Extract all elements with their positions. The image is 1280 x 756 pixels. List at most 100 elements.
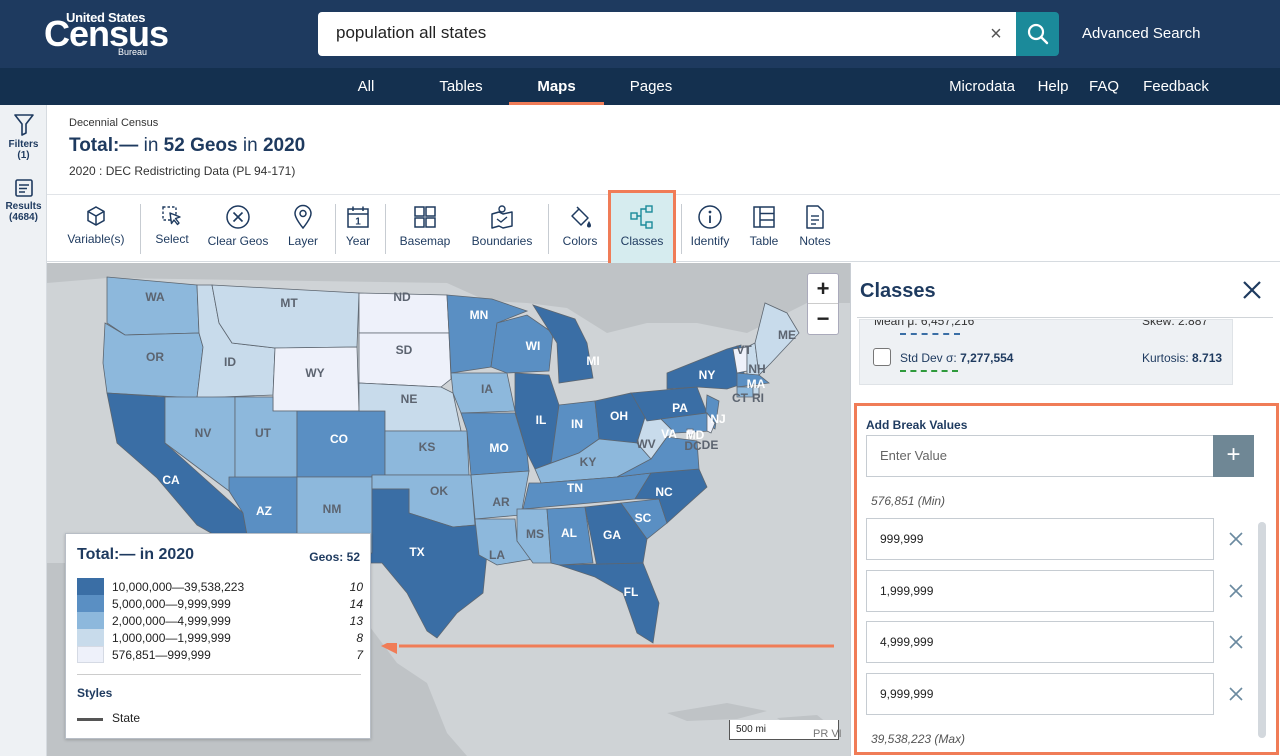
clear-search-icon[interactable]: × xyxy=(990,23,1002,45)
state-de[interactable] xyxy=(706,411,716,434)
variables-button[interactable]: Variable(s) xyxy=(63,204,129,254)
state-label-oh: OH xyxy=(610,409,628,423)
state-label-ks: KS xyxy=(419,440,436,454)
state-mi[interactable] xyxy=(532,304,594,384)
statistics-box: Mean μ: 6,457,216 Skew: 2.887 Std Dev σ:… xyxy=(859,319,1233,385)
state-label-in: IN xyxy=(571,417,583,431)
breadcrumb: Decennial Census xyxy=(69,117,159,129)
search-icon xyxy=(1027,23,1049,45)
close-icon[interactable] xyxy=(1241,279,1263,301)
state-ma[interactable] xyxy=(736,372,770,388)
tab-all[interactable]: All xyxy=(357,78,375,95)
remove-break-icon[interactable] xyxy=(1227,685,1245,703)
state-fl[interactable] xyxy=(558,562,660,644)
state-wa[interactable] xyxy=(106,276,200,336)
filters-button[interactable]: Filters (1) xyxy=(0,113,47,161)
state-dc[interactable] xyxy=(686,428,694,436)
search-button[interactable] xyxy=(1016,12,1059,56)
state-labels: WA OR CA ID NV MT WY UT AZ CO NM ND SD NE KS OK TX MN IA MO… xyxy=(145,290,796,599)
state-label-me: ME xyxy=(778,328,796,342)
layer-button[interactable]: Layer xyxy=(281,204,325,254)
variables-label: Variable(s) xyxy=(67,232,125,246)
map-canvas[interactable]: WA OR CA ID NV MT WY UT AZ CO NM ND SD NE KS OK TX MN IA MO… xyxy=(47,263,850,756)
remove-break-icon[interactable] xyxy=(1227,633,1245,651)
state-shapes[interactable] xyxy=(102,276,800,644)
state-ms[interactable] xyxy=(516,508,552,564)
search-input[interactable] xyxy=(336,23,976,43)
panel-scrollbar[interactable] xyxy=(1258,522,1266,738)
dataset-subtitle[interactable]: 2020 : DEC Redistricting Data (PL 94-171… xyxy=(69,164,296,178)
add-break-button[interactable]: + xyxy=(1213,435,1254,477)
results-icon xyxy=(14,179,33,197)
tab-maps[interactable]: Maps xyxy=(509,68,604,105)
break-value-input[interactable] xyxy=(880,448,1180,463)
top-header: United States Census Bureau × Advanced S… xyxy=(0,0,1280,68)
legend-swatch xyxy=(77,646,104,663)
panel-divider xyxy=(857,317,1273,318)
remove-break-icon[interactable] xyxy=(1227,530,1245,548)
clear-geos-button[interactable]: Clear Geos xyxy=(205,204,271,254)
state-ny[interactable] xyxy=(666,344,746,390)
state-ia[interactable] xyxy=(450,372,516,414)
zoom-in-button[interactable]: + xyxy=(808,274,838,304)
state-ct[interactable] xyxy=(736,386,754,398)
toolbar-divider xyxy=(335,204,336,254)
tab-pages[interactable]: Pages xyxy=(629,78,673,95)
year-button[interactable]: 1 Year xyxy=(339,204,377,254)
identify-button[interactable]: Identify xyxy=(685,204,735,254)
left-rail: Filters (1) Results (4684) xyxy=(0,105,47,756)
classes-button[interactable]: Classes xyxy=(608,190,676,266)
state-al[interactable] xyxy=(546,506,594,566)
state-ri[interactable] xyxy=(752,386,760,396)
state-me[interactable] xyxy=(754,302,800,376)
legend-state-label: State xyxy=(112,711,141,725)
legend-swatch xyxy=(77,629,104,646)
state-ga[interactable] xyxy=(584,502,648,568)
results-button[interactable]: Results (4684) xyxy=(0,177,47,223)
colors-button[interactable]: Colors xyxy=(556,204,604,254)
break-max-label: 39,538,223 (Max) xyxy=(871,732,966,746)
select-button[interactable]: Select xyxy=(149,204,195,254)
us-choropleth-map[interactable]: WA OR CA ID NV MT WY UT AZ CO NM ND SD NE KS OK TX MN IA MO… xyxy=(47,263,850,756)
scrollbar-thumb[interactable] xyxy=(1258,522,1266,738)
state-label-ny: NY xyxy=(699,368,716,382)
clear-circle-icon xyxy=(226,205,250,229)
nav-feedback[interactable]: Feedback xyxy=(1143,78,1209,95)
table-icon xyxy=(753,206,775,228)
advanced-search-link[interactable]: Advanced Search xyxy=(1082,25,1201,42)
state-label-ri: RI xyxy=(752,391,764,405)
toolbar-divider xyxy=(548,204,549,254)
state-label-nd: ND xyxy=(393,290,411,304)
filter-icon xyxy=(13,114,34,136)
nav-microdata[interactable]: Microdata xyxy=(949,78,1015,95)
nav-faq[interactable]: FAQ xyxy=(1088,78,1119,95)
break-value-field[interactable]: 4,999,999 xyxy=(866,621,1214,663)
tab-tables[interactable]: Tables xyxy=(439,78,483,95)
break-values-title: Add Break Values xyxy=(866,418,968,432)
state-mt[interactable] xyxy=(211,284,360,349)
paint-bucket-icon xyxy=(571,206,591,228)
layer-label: Layer xyxy=(287,234,319,248)
map-legend: Total:— in 2020 Geos: 52 10,000,000—39,5… xyxy=(65,533,371,739)
basemap-button[interactable]: Basemap xyxy=(393,204,457,254)
state-line-swatch xyxy=(77,718,103,721)
std-dev-stat: Std Dev σ: 7,277,554 xyxy=(900,351,1013,365)
break-value-field[interactable]: 1,999,999 xyxy=(866,570,1214,612)
zoom-out-button[interactable]: − xyxy=(816,306,830,331)
title-connector-1: in xyxy=(138,135,164,156)
nav-help[interactable]: Help xyxy=(1037,78,1069,95)
break-value-field[interactable]: 999,999 xyxy=(866,518,1214,560)
state-wi[interactable] xyxy=(490,314,554,374)
state-label-wv: WV xyxy=(636,437,655,451)
break-value-field[interactable]: 9,999,999 xyxy=(866,673,1214,715)
std-dev-checkbox[interactable] xyxy=(873,348,891,366)
territory-label: PR VI xyxy=(813,728,842,740)
legend-range: 576,851—999,999 xyxy=(112,648,211,662)
table-button[interactable]: Table xyxy=(743,204,785,254)
boundaries-button[interactable]: Boundaries xyxy=(465,204,539,254)
state-label-nc: NC xyxy=(655,485,673,499)
state-sd[interactable] xyxy=(358,332,452,388)
legend-range: 2,000,000—4,999,999 xyxy=(112,614,231,628)
remove-break-icon[interactable] xyxy=(1227,582,1245,600)
notes-button[interactable]: Notes xyxy=(793,204,837,254)
